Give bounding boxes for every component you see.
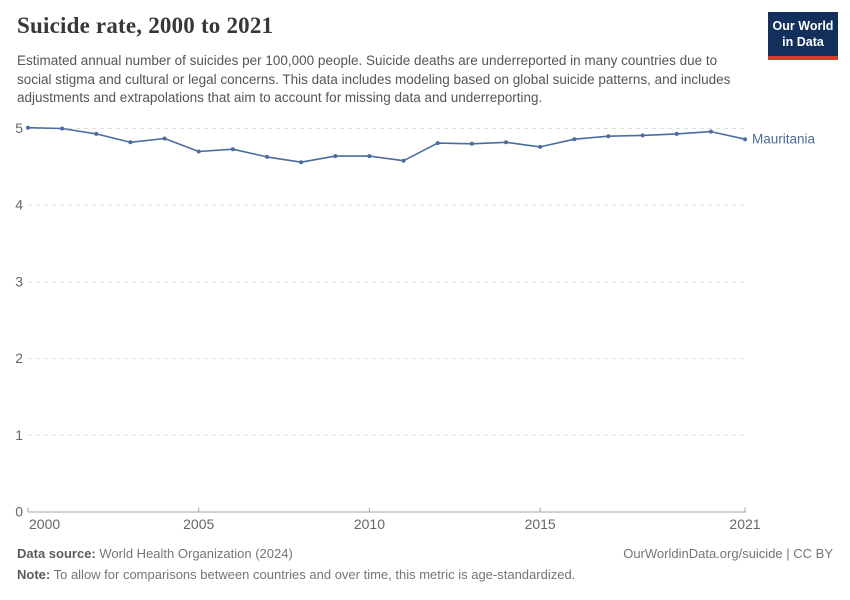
owid-logo[interactable]: Our World in Data: [768, 12, 838, 61]
owid-logo-line2: in Data: [782, 34, 824, 49]
data-point: [674, 131, 679, 136]
data-point: [94, 131, 99, 136]
x-tick-label: 2015: [525, 516, 556, 532]
data-point: [640, 133, 645, 138]
data-point: [299, 160, 304, 165]
chart-footer: Data source: World Health Organization (…: [17, 546, 833, 582]
chart-subtitle: Estimated annual number of suicides per …: [17, 53, 731, 106]
data-point: [538, 144, 543, 149]
series-label: Mauritania: [752, 132, 816, 147]
data-point: [572, 137, 577, 142]
owid-url-link[interactable]: OurWorldinData.org/suicide | CC BY: [623, 546, 833, 561]
note-value: To allow for comparisons between countri…: [50, 567, 576, 582]
line-chart: 0 1 2 3 4 5 2000 2005 2010 2015 2021 Mauritania: [15, 120, 816, 532]
y-tick-label: 1: [15, 427, 23, 443]
data-point: [367, 154, 372, 159]
data-point: [333, 154, 338, 159]
data-point: [606, 134, 611, 139]
owid-logo-line1: Our World: [772, 19, 834, 33]
x-tick-label: 2010: [354, 516, 385, 532]
data-point: [265, 154, 269, 159]
owid-logo-text: Our World in Data: [768, 12, 838, 57]
data-point: [128, 140, 133, 145]
data-point: [401, 158, 406, 163]
y-tick-label: 4: [15, 197, 23, 213]
note-label: Note:: [17, 567, 51, 582]
x-tick-label: 2021: [729, 516, 760, 532]
x-tick-label: 2000: [29, 516, 60, 532]
data-point: [196, 149, 201, 154]
owid-logo-stripe: [768, 56, 838, 61]
data-source-label: Data source:: [17, 546, 96, 561]
data-point: [469, 141, 474, 146]
data-line: [27, 126, 746, 164]
x-tick-label: 2005: [183, 516, 214, 532]
data-point: [230, 147, 235, 152]
data-point: [743, 137, 747, 142]
data-source: Data source: World Health Organization (…: [17, 546, 293, 561]
chart-note: Note: To allow for comparisons between c…: [17, 567, 833, 582]
y-tick-label: 0: [15, 504, 23, 520]
y-tick-label: 2: [15, 350, 23, 366]
data-point: [60, 126, 65, 131]
data-point: [162, 136, 167, 141]
y-tick-label: 5: [15, 120, 23, 136]
page-title: Suicide rate, 2000 to 2021: [17, 13, 274, 38]
data-point: [435, 141, 440, 146]
data-source-value: World Health Organization (2024): [95, 546, 293, 561]
data-point: [708, 129, 713, 134]
data-point: [504, 140, 508, 145]
y-tick-label: 3: [15, 273, 23, 289]
data-point: [26, 125, 30, 130]
